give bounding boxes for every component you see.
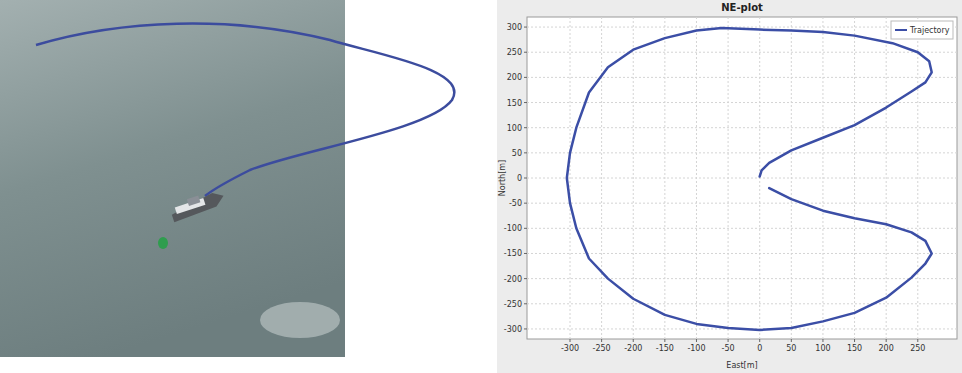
tick	[524, 328, 527, 329]
y-tick-label: 250	[507, 48, 522, 57]
tick	[524, 178, 527, 179]
boat-hull	[169, 190, 226, 222]
y-tick-label: -300	[504, 325, 522, 334]
tick	[791, 339, 792, 342]
grid-line	[854, 17, 855, 339]
y-tick-label: -50	[509, 199, 522, 208]
tick	[886, 339, 887, 342]
tick	[524, 228, 527, 229]
render-trajectory	[36, 24, 454, 196]
x-tick-label: -50	[722, 344, 735, 353]
x-axis-label: East[m]	[726, 361, 757, 370]
x-tick-label: 150	[847, 344, 862, 353]
y-tick-label: -150	[504, 249, 522, 258]
grid-line	[917, 17, 918, 339]
grid-line	[527, 303, 957, 304]
tick	[524, 152, 527, 153]
tick	[917, 339, 918, 342]
grid-line	[527, 52, 957, 53]
figure: NE-plot -300 -250 -200 -150 -100 -50 0 50 100 150 2…	[0, 0, 962, 373]
tick	[759, 339, 760, 342]
x-tick-label: -300	[561, 344, 579, 353]
y-tick-label: -250	[504, 300, 522, 309]
x-tick-label: -100	[687, 344, 705, 353]
grid-line	[527, 77, 957, 78]
tick	[633, 339, 634, 342]
boat	[169, 188, 227, 222]
x-tick-label: 0	[757, 344, 762, 353]
y-tick-label: 300	[507, 23, 522, 32]
x-tick-label: 50	[786, 344, 796, 353]
tick	[664, 339, 665, 342]
tick	[524, 278, 527, 279]
grid-line	[527, 178, 957, 179]
y-tick-label: -100	[504, 224, 522, 233]
tick	[524, 127, 527, 128]
tick	[570, 339, 571, 342]
buoy	[158, 237, 168, 249]
tick	[728, 339, 729, 342]
grid-line	[886, 17, 887, 339]
x-tick-label: -250	[593, 344, 611, 353]
x-tick-label: -200	[624, 344, 642, 353]
chart-panel	[497, 0, 962, 373]
plot-area	[527, 17, 957, 339]
y-tick-label: 0	[517, 174, 522, 183]
grid-line	[527, 127, 957, 128]
y-axis-label: North[m]	[498, 160, 507, 196]
tick	[524, 253, 527, 254]
tick	[524, 27, 527, 28]
x-tick-label: 250	[910, 344, 925, 353]
tick	[524, 77, 527, 78]
grid-line	[527, 278, 957, 279]
y-tick-label: 100	[507, 124, 522, 133]
title: NE-plot	[721, 2, 763, 13]
tick	[524, 102, 527, 103]
tick	[696, 339, 697, 342]
legend-swatch	[895, 29, 907, 31]
tick	[524, 52, 527, 53]
y-tick-label: -200	[504, 275, 522, 284]
y-tick-label: 150	[507, 99, 522, 108]
tick	[524, 303, 527, 304]
tick	[601, 339, 602, 342]
sun-glare	[260, 302, 340, 338]
x-tick-label: 200	[879, 344, 894, 353]
grid-line	[527, 152, 957, 153]
grid-line	[570, 17, 571, 339]
tick	[524, 203, 527, 204]
boat-cabin	[187, 196, 201, 206]
plot-group	[567, 28, 932, 330]
grid-line	[527, 203, 957, 204]
y-tick-label: 200	[507, 73, 522, 82]
x-tick-label: -150	[656, 344, 674, 353]
grid-line	[527, 228, 957, 229]
grid-line	[527, 253, 957, 254]
x-tick-label: 100	[815, 344, 830, 353]
sea-render	[0, 0, 345, 357]
legend-box	[891, 21, 953, 39]
y-tick-label: 50	[512, 149, 522, 158]
legend-label: Trajectory	[909, 26, 950, 35]
grid-line	[601, 17, 602, 339]
tick	[822, 339, 823, 342]
tick	[854, 339, 855, 342]
trajectory-line	[567, 28, 932, 330]
